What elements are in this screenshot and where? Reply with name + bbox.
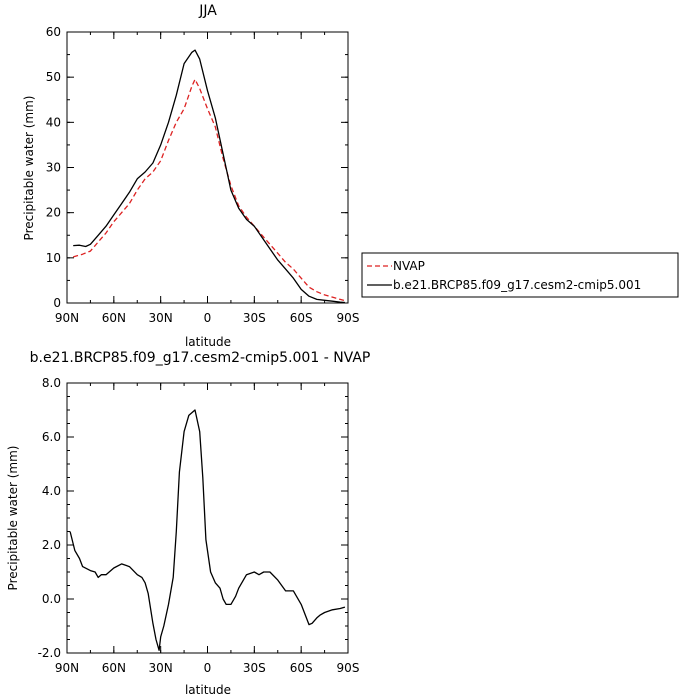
top-series-line-nvap bbox=[73, 78, 346, 302]
top-y-tick-label: 30 bbox=[46, 161, 61, 175]
top-x-axis-label: latitude bbox=[185, 335, 231, 349]
bottom-y-tick-label: 2.0 bbox=[42, 538, 61, 552]
legend: NVAP b.e21.BRCP85.f09_g17.cesm2-cmip5.00… bbox=[361, 252, 679, 298]
top-y-axis-label: Precipitable water (mm) bbox=[22, 96, 36, 241]
bottom-panel: b.e21.BRCP85.f09_g17.cesm2-cmip5.001 - N… bbox=[6, 350, 370, 697]
top-plot-frame bbox=[66, 31, 349, 304]
top-y-tick-label: 50 bbox=[46, 70, 61, 84]
bottom-x-tick-label: 60N bbox=[102, 661, 126, 675]
bottom-x-tick-label: 90N bbox=[55, 661, 79, 675]
bottom-y-axis-label: Precipitable water (mm) bbox=[6, 446, 20, 591]
top-x-tick-label: 90N bbox=[55, 311, 79, 325]
top-y-tick-label: 60 bbox=[46, 25, 61, 39]
legend-box bbox=[361, 252, 679, 298]
top-chart-title: JJA bbox=[198, 3, 217, 19]
top-x-tick-label: 30N bbox=[149, 311, 173, 325]
bottom-chart-title: b.e21.BRCP85.f09_g17.cesm2-cmip5.001 - N… bbox=[30, 350, 371, 366]
bottom-x-tick-label: 60S bbox=[290, 661, 313, 675]
bottom-y-tick-label: 6.0 bbox=[42, 430, 61, 444]
bottom-x-tick-label: 30N bbox=[149, 661, 173, 675]
top-axes: 0 10 20 30 40 50 60 90N 60N 30N 0 30S 60S 90S bbox=[46, 25, 360, 325]
top-panel: JJA Precipitable water (mm) latitude 0 10… bbox=[22, 3, 359, 349]
bottom-y-tick-label: 8.0 bbox=[42, 376, 61, 390]
legend-label-model: b.e21.BRCP85.f09_g17.cesm2-cmip5.001 bbox=[393, 278, 641, 292]
bottom-x-axis-label: latitude bbox=[185, 683, 231, 697]
top-series-line-model bbox=[73, 49, 345, 304]
top-series-group bbox=[73, 49, 346, 304]
legend-label-nvap: NVAP bbox=[393, 259, 425, 273]
top-y-tick-label: 20 bbox=[46, 206, 61, 220]
top-x-tick-label: 30S bbox=[243, 311, 266, 325]
top-x-tick-label: 60N bbox=[102, 311, 126, 325]
bottom-series-line-model bbox=[69, 409, 346, 651]
top-x-tick-label: 60S bbox=[290, 311, 313, 325]
bottom-x-tick-label: 90S bbox=[337, 661, 360, 675]
top-y-tick-label: 0 bbox=[53, 296, 61, 310]
top-y-tick-label: 40 bbox=[46, 115, 61, 129]
bottom-plot-frame bbox=[66, 382, 349, 654]
bottom-x-tick-label: 0 bbox=[204, 661, 212, 675]
bottom-y-tick-label: 4.0 bbox=[42, 484, 61, 498]
bottom-x-tick-label: 30S bbox=[243, 661, 266, 675]
bottom-y-tick-label: 0.0 bbox=[42, 592, 61, 606]
top-x-tick-label: 0 bbox=[204, 311, 212, 325]
bottom-series-group bbox=[69, 409, 346, 651]
top-y-tick-label: 10 bbox=[46, 251, 61, 265]
bottom-y-tick-label: -2.0 bbox=[38, 646, 61, 660]
bottom-axes: -2.0 0.0 2.0 4.0 6.0 8.0 90N 60N 30N 0 30S 60S 90S bbox=[38, 376, 360, 675]
top-x-tick-label: 90S bbox=[337, 311, 360, 325]
